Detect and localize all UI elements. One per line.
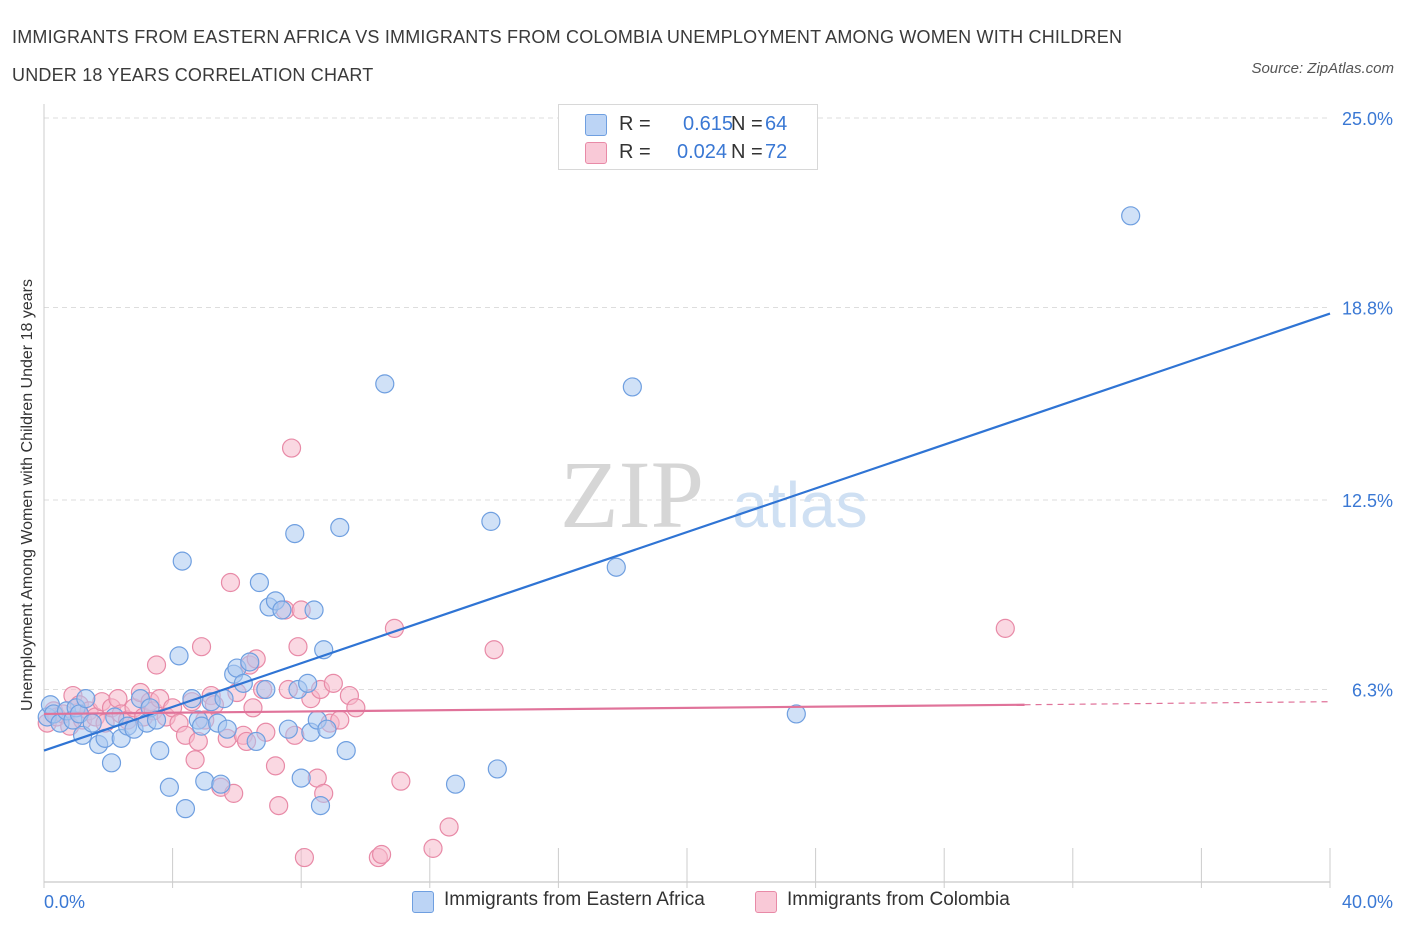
data-point	[191, 716, 212, 736]
data-point	[76, 689, 96, 709]
trend-line-eastern-africa	[43, 312, 1331, 752]
data-point	[285, 524, 305, 544]
trend-line-colombia-extension	[1024, 701, 1331, 706]
data-point	[175, 799, 196, 819]
data-point	[291, 768, 311, 788]
gridlines	[44, 117, 1330, 690]
data-point	[159, 777, 179, 797]
data-point	[265, 756, 286, 776]
data-point	[1121, 206, 1141, 226]
data-point	[150, 740, 170, 761]
data-point	[172, 551, 192, 571]
stats-legend: R = 0.615 N = 64 R = 0.024 N = 72	[558, 104, 818, 170]
data-point	[220, 572, 241, 593]
series-eastern-africa-points	[37, 206, 1141, 819]
data-point	[269, 795, 289, 816]
data-point	[191, 637, 212, 657]
data-point	[423, 838, 443, 858]
data-point	[439, 817, 459, 837]
data-point	[195, 771, 215, 791]
chart-title: IMMIGRANTS FROM EASTERN AFRICA VS IMMIGR…	[12, 27, 1123, 85]
data-point	[256, 679, 276, 700]
data-point	[294, 847, 315, 868]
y-tick-labels: 6.3% 12.5% 18.8% 25.0%	[1342, 109, 1393, 700]
watermark: ZIP atlas	[560, 441, 868, 548]
trend-line-colombia	[43, 703, 1025, 716]
watermark-atlas: atlas	[732, 469, 867, 541]
data-point	[272, 600, 292, 620]
data-point	[304, 600, 324, 620]
data-point	[146, 655, 167, 675]
watermark-zip: ZIP	[560, 441, 704, 548]
data-point	[445, 774, 466, 794]
data-point	[336, 740, 356, 761]
axes	[43, 104, 1331, 888]
y-tick-label: 12.5%	[1342, 491, 1393, 511]
r-value: 0.615	[683, 113, 734, 135]
data-point	[346, 698, 366, 718]
y-tick-label: 18.8%	[1342, 298, 1393, 318]
legend-label: Immigrants from Colombia	[787, 889, 1010, 910]
data-point	[487, 759, 507, 779]
data-point	[246, 731, 266, 752]
data-point	[323, 673, 343, 693]
legend-swatch-blue	[585, 114, 607, 136]
data-point	[169, 646, 189, 666]
data-point	[182, 689, 202, 709]
legend-swatch-pink	[755, 891, 777, 913]
legend-swatch-blue	[412, 891, 434, 913]
x-tick-label: 40.0%	[1342, 892, 1393, 912]
data-point	[484, 640, 504, 660]
legend-label: Immigrants from Eastern Africa	[444, 889, 705, 910]
data-point	[211, 774, 231, 794]
data-point	[317, 719, 337, 739]
data-point	[310, 795, 331, 816]
data-point	[786, 704, 806, 724]
data-point	[622, 377, 642, 397]
y-tick-label: 6.3%	[1352, 680, 1393, 700]
trend-lines	[43, 312, 1331, 752]
data-point	[146, 710, 167, 730]
data-point	[995, 618, 1015, 638]
n-value: 72	[765, 141, 788, 163]
data-point	[288, 637, 308, 657]
r-label: R =	[619, 113, 651, 135]
data-point	[371, 844, 392, 865]
data-point	[606, 557, 626, 577]
legend-swatch-pink	[585, 142, 607, 164]
data-point	[481, 511, 501, 531]
series-legend: Immigrants from Eastern Africa Immigrant…	[0, 888, 1406, 916]
data-point	[278, 719, 298, 739]
x-tick-label: 0.0%	[44, 892, 85, 912]
data-point	[185, 750, 205, 770]
data-point	[240, 652, 260, 672]
y-tick-label: 25.0%	[1342, 109, 1393, 129]
data-point	[243, 698, 263, 718]
data-point	[391, 771, 411, 791]
data-point	[375, 374, 395, 394]
data-point	[217, 719, 237, 739]
n-value: 64	[765, 113, 788, 135]
data-point	[330, 517, 350, 538]
data-point	[249, 572, 270, 593]
r-value: 0.024	[677, 141, 728, 163]
source-credit: Source: ZipAtlas.com	[1251, 60, 1394, 77]
n-label: N =	[731, 141, 763, 163]
data-point	[281, 438, 302, 458]
x-tick-labels: 0.0% 40.0%	[44, 892, 1393, 912]
r-label: R =	[619, 141, 651, 163]
data-point	[101, 753, 122, 773]
data-point	[82, 713, 102, 733]
n-label: N =	[731, 113, 763, 135]
data-point	[298, 673, 318, 693]
